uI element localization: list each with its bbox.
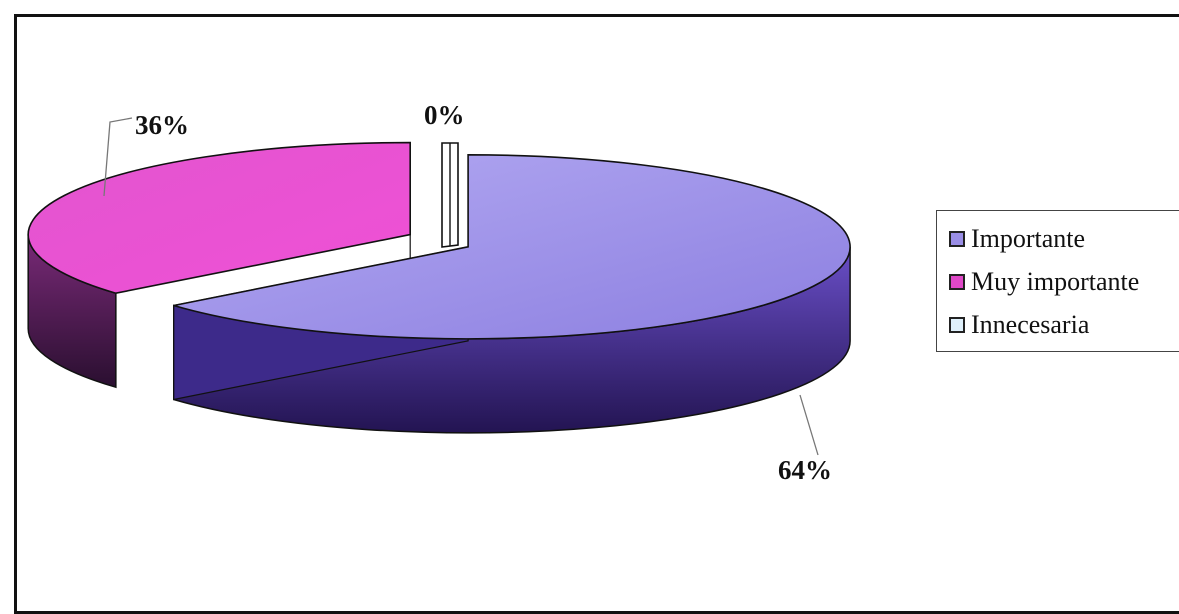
- pie-chart: 36% 0% 64%: [27, 100, 851, 485]
- data-label-innecesaria: 0%: [424, 100, 465, 130]
- legend-swatch-innecesaria: [949, 317, 965, 333]
- legend-label-innecesaria: Innecesaria: [971, 310, 1090, 339]
- legend-swatch-muy-importante: [949, 274, 965, 290]
- legend-label-muy-importante: Muy importante: [971, 267, 1140, 296]
- leader-line-muy-importante: [103, 117, 133, 197]
- chart-legend: Importante Muy importante Innecesaria: [936, 210, 1179, 352]
- leader-line-importante: [799, 394, 819, 456]
- legend-item-muy-importante: Muy importante: [949, 266, 1139, 298]
- legend-item-innecesaria: Innecesaria: [949, 309, 1089, 341]
- pie-slice-muy-importante: [27, 141, 411, 295]
- data-label-importante: 64%: [778, 455, 832, 485]
- pie-slice-importante: [173, 154, 851, 340]
- legend-swatch-importante: [949, 231, 965, 247]
- legend-item-importante: Importante: [949, 223, 1085, 255]
- data-label-muy-importante: 36%: [135, 110, 189, 140]
- legend-label-importante: Importante: [971, 224, 1086, 253]
